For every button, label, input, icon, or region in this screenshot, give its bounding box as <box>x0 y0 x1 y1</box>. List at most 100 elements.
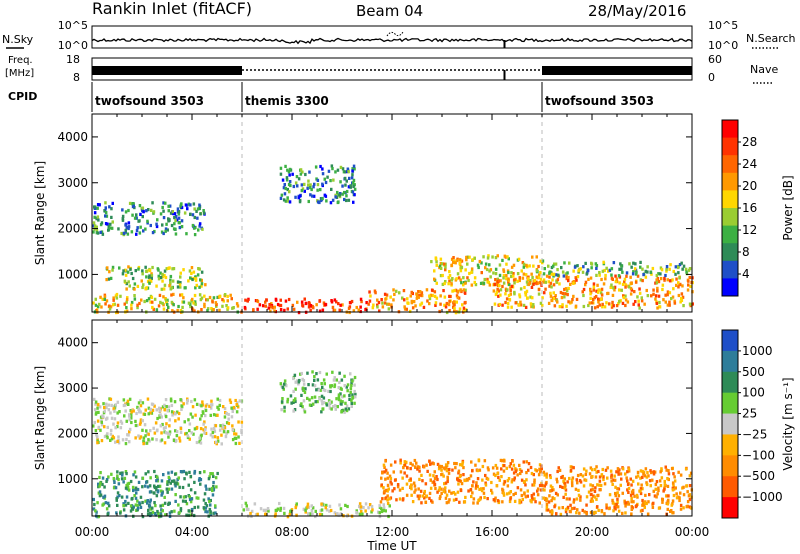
velocity-echo-cell <box>175 430 179 434</box>
velocity-echo-cell <box>391 489 394 493</box>
power-echo-cell <box>371 306 375 310</box>
velocity-echo-cell <box>659 484 663 488</box>
velocity-echo-cell <box>554 491 558 495</box>
power-echo-cell <box>464 288 467 292</box>
power-echo-cell <box>565 304 568 308</box>
velocity-echo-cell <box>405 493 409 497</box>
velocity-echo-cell <box>211 435 214 439</box>
velocity-echo-cell <box>532 473 535 477</box>
power-echo-cell <box>561 270 565 274</box>
power-echo-cell <box>112 298 115 302</box>
velocity-echo-cell <box>486 477 490 481</box>
power-echo-cell <box>191 213 195 217</box>
power-echo-cell <box>334 193 337 197</box>
power-echo-cell <box>307 305 311 309</box>
power-echo-cell <box>551 278 554 282</box>
power-echo-cell <box>502 269 506 273</box>
power-echo-cell <box>532 264 535 268</box>
velocity-echo-cell <box>433 476 437 480</box>
velocity-echo-cell <box>624 501 628 505</box>
velocity-echo-cell <box>605 506 608 510</box>
velocity-echo-cell <box>202 411 205 415</box>
velocity-echo-cell <box>639 476 642 480</box>
power-echo-cell <box>582 293 585 298</box>
velocity-echo-cell <box>179 495 182 499</box>
velocity-echo-cell <box>518 463 521 467</box>
velocity-echo-cell <box>147 432 150 436</box>
power-echo-cell <box>138 301 141 306</box>
velocity-echo-cell <box>168 418 171 422</box>
power-echo-cell <box>501 258 504 262</box>
power-echo-cell <box>455 277 458 281</box>
velocity-echo-cell <box>128 430 131 434</box>
power-echo-cell <box>675 277 678 281</box>
power-echo-cell <box>198 285 201 289</box>
power-echo-cell <box>314 165 318 169</box>
velocity-echo-cell <box>184 499 187 503</box>
velocity-echo-cell <box>496 472 499 476</box>
nsearch-trace <box>386 31 404 37</box>
power-echo-cell <box>347 306 351 310</box>
power-echo-cell <box>594 294 598 299</box>
power-echo-cell <box>600 277 603 282</box>
velocity-echo-cell <box>320 382 323 386</box>
velocity-echo-cell <box>460 482 464 486</box>
velocity-echo-cell <box>105 478 109 482</box>
velocity-echo-cell <box>444 490 447 494</box>
velocity-echo-cell <box>154 421 158 425</box>
power-echo-cell <box>607 269 610 273</box>
velocity-echo-cell <box>328 509 331 513</box>
power-echo-cell <box>553 262 556 266</box>
velocity-echo-cell <box>420 473 423 477</box>
velocity-echo-cell <box>673 475 676 479</box>
power-echo-cell <box>194 302 197 306</box>
power-echo-cell <box>131 202 134 206</box>
power-echo-cell <box>672 287 675 291</box>
velocity-echo-cell <box>666 502 670 506</box>
velocity-echo-cell <box>518 501 521 505</box>
velocity-echo-cell <box>526 494 529 498</box>
velocity-echo-cell <box>598 479 602 483</box>
velocity-echo-cell <box>189 488 193 492</box>
velocity-echo-cell <box>245 504 248 508</box>
power-echo-cell <box>539 259 542 263</box>
velocity-echo-cell <box>148 511 152 515</box>
velocity-echo-cell <box>627 467 631 471</box>
velocity-echo-cell <box>572 466 575 470</box>
power-echo-cell <box>429 293 433 297</box>
power-echo-cell <box>510 265 514 269</box>
velocity-echo-cell <box>425 494 428 498</box>
power-echo-cell <box>617 274 621 278</box>
velocity-echo-cell <box>127 402 130 406</box>
power-echo-cell <box>243 305 247 310</box>
velocity-echo-cell <box>682 493 686 497</box>
power-echo-cell <box>554 294 557 298</box>
velocity-echo-cell <box>151 408 155 412</box>
noise-tick-right-top: 10^5 <box>708 19 738 32</box>
power-echo-cell <box>189 212 192 216</box>
velocity-echo-cell <box>168 511 172 515</box>
power-echo-cell <box>235 302 239 306</box>
power-echo-cell <box>301 170 304 174</box>
velocity-echo-cell <box>627 486 631 490</box>
velocity-echo-cell <box>200 433 203 437</box>
power-echo-cell <box>150 272 153 276</box>
power-echo-cell <box>510 271 513 275</box>
power-echo-cell <box>169 280 172 284</box>
velocity-echo-cell <box>503 480 507 484</box>
power-echo-cell <box>443 295 447 299</box>
velocity-echo-cell <box>350 398 353 403</box>
power-echo-cell <box>598 303 601 307</box>
freq-block-2 <box>542 66 692 75</box>
power-echo-cell <box>187 279 190 283</box>
power-echo-cell <box>597 300 600 304</box>
power-echo-cell <box>507 293 511 298</box>
power-echo-cell <box>509 292 512 296</box>
power-echo-cell <box>309 186 312 190</box>
power-echo-cell <box>146 279 150 284</box>
velocity-echo-cell <box>225 431 228 435</box>
power-echo-cell <box>297 177 301 181</box>
velocity-echo-cell <box>136 506 140 510</box>
power-echo-cell <box>646 265 649 269</box>
power-echo-cell <box>450 263 454 267</box>
